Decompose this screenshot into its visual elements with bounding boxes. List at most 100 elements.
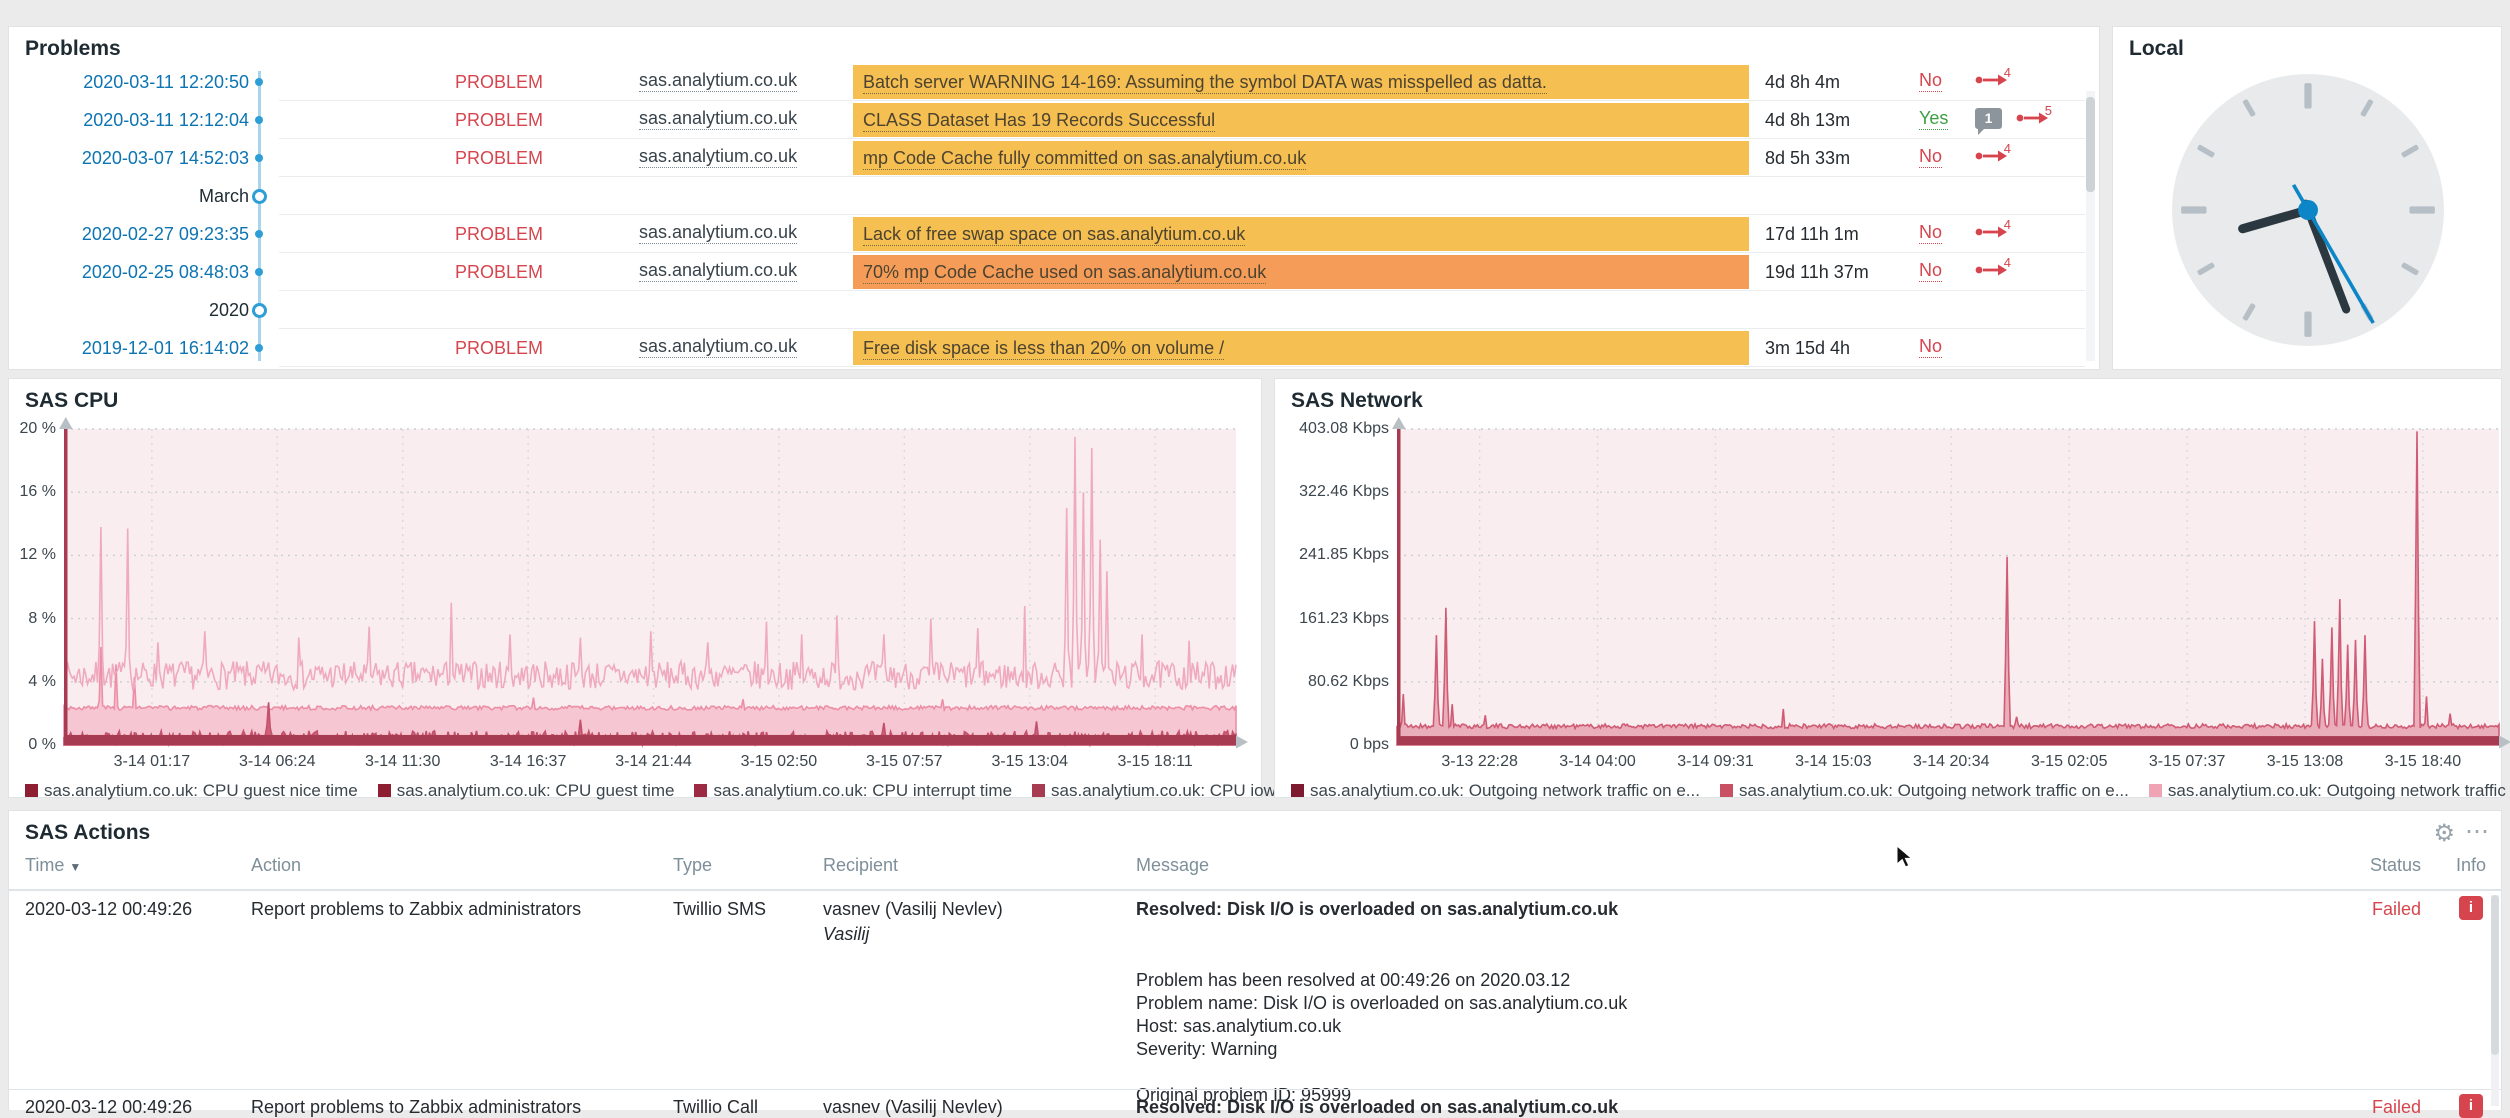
network-chart-title: SAS Network xyxy=(1291,389,1423,413)
action-name: Report problems to Zabbix administrators xyxy=(251,899,581,920)
y-axis-tick-label: 16 % xyxy=(0,483,56,501)
problems-scrollbar[interactable] xyxy=(2086,91,2095,361)
network-chart-panel: SAS Network 403.08 Kbps322.46 Kbps241.85… xyxy=(1274,378,2502,798)
legend-item: sas.analytium.co.uk: CPU guest time xyxy=(378,781,675,801)
action-recipient: vasnev (Vasilij Nevlev) xyxy=(823,1097,1003,1118)
legend-item: sas.analytium.co.uk: CPU guest nice time xyxy=(25,781,358,801)
actions-scrollbar-thumb[interactable] xyxy=(2491,895,2499,1055)
problem-message-link[interactable]: CLASS Dataset Has 19 Records Successful xyxy=(853,103,1749,137)
column-header-message: Message xyxy=(1136,855,1209,876)
actions-panel: SAS Actions ⚙ ⋯ Time ▼ Action Type Recip… xyxy=(8,810,2502,1110)
x-axis-tick-label: 3-15 02:50 xyxy=(724,753,834,771)
timeline-marker-label: March xyxy=(9,177,249,215)
legend-item: sas.analytium.co.uk: Outgoing network tr… xyxy=(2149,781,2510,801)
clock-panel-title: Local xyxy=(2129,37,2184,61)
problem-status[interactable]: PROBLEM xyxy=(429,63,569,101)
timeline-dot xyxy=(255,78,263,86)
problem-host-link[interactable]: sas.analytium.co.uk xyxy=(639,70,797,91)
problem-status[interactable]: PROBLEM xyxy=(429,139,569,177)
column-header-action[interactable]: Action xyxy=(251,855,301,876)
action-message-line: Host: sas.analytium.co.uk xyxy=(1136,1015,2316,1038)
y-axis-tick-label: 0 % xyxy=(0,736,56,754)
problem-message-link[interactable]: 70% mp Code Cache used on sas.analytium.… xyxy=(853,255,1749,289)
clock-center-dot xyxy=(2298,200,2318,220)
problem-time-link[interactable]: 2020-02-25 08:48:03 xyxy=(9,253,249,291)
problem-ack-link[interactable]: No xyxy=(1919,222,1942,243)
column-header-time[interactable]: Time ▼ xyxy=(25,855,81,876)
problem-row: 2020-02-27 09:23:35 PROBLEM sas.analytium.… xyxy=(9,215,2085,253)
problem-ack-link[interactable]: No xyxy=(1919,260,1942,281)
problem-duration: 17d 11h 1m xyxy=(1765,215,1925,253)
problem-time-link[interactable]: 2019-12-01 16:14:02 xyxy=(9,329,249,367)
problem-status[interactable]: PROBLEM xyxy=(429,253,569,291)
problem-time-link[interactable]: 2020-03-07 14:52:03 xyxy=(9,139,249,177)
problem-host-link[interactable]: sas.analytium.co.uk xyxy=(639,146,797,167)
problem-actions-icon[interactable]: 4 xyxy=(1975,219,2009,245)
x-axis-tick-label: 3-15 18:11 xyxy=(1100,753,1210,771)
problem-message-link[interactable]: Lack of free swap space on sas.analytium… xyxy=(853,217,1749,251)
timeline-dot xyxy=(255,344,263,352)
problem-time-link[interactable]: 2020-03-11 12:12:04 xyxy=(9,101,249,139)
problem-ack-link[interactable]: No xyxy=(1919,70,1942,91)
sort-desc-icon: ▼ xyxy=(69,860,81,874)
x-axis-tick-label: 3-15 02:05 xyxy=(2014,753,2124,771)
y-axis-tick-label: 161.23 Kbps xyxy=(1277,610,1389,628)
action-message-line xyxy=(1136,1061,2316,1084)
gear-icon[interactable]: ⚙ xyxy=(2433,819,2455,848)
problem-status[interactable]: PROBLEM xyxy=(429,101,569,139)
problem-message-link[interactable]: Batch server WARNING 14-169: Assuming th… xyxy=(853,65,1749,99)
column-header-type: Type xyxy=(673,855,712,876)
legend-item: sas.analytium.co.uk: CPU interrupt time xyxy=(694,781,1012,801)
problem-ack-link[interactable]: No xyxy=(1919,146,1942,167)
action-recipient: vasnev (Vasilij Nevlev)Vasilij xyxy=(823,899,1003,945)
problem-host-link[interactable]: sas.analytium.co.uk xyxy=(639,222,797,243)
action-message-line: Problem has been resolved at 00:49:26 on… xyxy=(1136,969,2316,992)
action-recipient-alias: Vasilij xyxy=(823,924,1003,945)
y-axis-tick-label: 80.62 Kbps xyxy=(1277,673,1389,691)
timeline-dot xyxy=(255,230,263,238)
problem-message-link[interactable]: Free disk space is less than 20% on volu… xyxy=(853,331,1749,365)
cpu-chart-panel: SAS CPU 20 %16 %12 %8 %4 %0 %3-14 01:173… xyxy=(8,378,1262,798)
network-plot[interactable] xyxy=(1397,417,2510,751)
problem-time-link[interactable]: 2020-02-27 09:23:35 xyxy=(9,215,249,253)
timeline-marker-row: 2020 xyxy=(9,291,2085,329)
problem-host-link[interactable]: sas.analytium.co.uk xyxy=(639,260,797,281)
x-axis-tick-label: 3-15 13:04 xyxy=(975,753,1085,771)
problem-actions-icon[interactable]: 4 xyxy=(1975,67,2009,93)
cpu-plot[interactable] xyxy=(64,417,1250,751)
header-divider xyxy=(9,889,2501,891)
problems-scrollbar-thumb[interactable] xyxy=(2086,97,2095,192)
x-axis-tick-label: 3-13 22:28 xyxy=(1425,753,1535,771)
action-status: Failed xyxy=(2321,899,2421,920)
timeline-dot xyxy=(255,154,263,162)
x-axis-tick-label: 3-15 13:08 xyxy=(2250,753,2360,771)
y-axis-tick-label: 12 % xyxy=(0,546,56,564)
action-time: 2020-03-12 00:49:26 xyxy=(25,1097,192,1118)
problem-time-link[interactable]: 2020-03-11 12:20:50 xyxy=(9,63,249,101)
problem-actions-icon[interactable]: 4 xyxy=(1975,143,2009,169)
problem-message-link[interactable]: mp Code Cache fully committed on sas.ana… xyxy=(853,141,1749,175)
problem-row: 2019-12-01 16:14:02 PROBLEM sas.analytium.… xyxy=(9,329,2085,367)
problem-actions-icon[interactable]: 5 xyxy=(2016,105,2050,131)
problem-actions-icon[interactable]: 4 xyxy=(1975,257,2009,283)
x-axis-tick-label: 3-14 21:44 xyxy=(599,753,709,771)
problem-host-link[interactable]: sas.analytium.co.uk xyxy=(639,336,797,357)
legend-swatch xyxy=(1032,784,1045,797)
problem-status[interactable]: PROBLEM xyxy=(429,329,569,367)
problem-row: 2020-03-07 14:52:03 PROBLEM sas.analytium.… xyxy=(9,139,2085,177)
problem-duration: 3m 15d 4h xyxy=(1765,329,1925,367)
problem-ack-link[interactable]: No xyxy=(1919,336,1942,357)
column-header-info: Info xyxy=(2441,855,2501,876)
x-axis-tick-label: 3-15 07:57 xyxy=(849,753,959,771)
chart-legend: sas.analytium.co.uk: Outgoing network tr… xyxy=(1291,781,2510,801)
legend-item: sas.analytium.co.uk: Outgoing network tr… xyxy=(1720,781,2129,801)
message-count-badge[interactable]: 1 xyxy=(1975,108,2002,129)
problem-ack-link[interactable]: Yes xyxy=(1919,108,1948,129)
more-options-icon[interactable]: ⋯ xyxy=(2465,817,2491,846)
timeline-marker-circle xyxy=(252,303,267,318)
problem-status[interactable]: PROBLEM xyxy=(429,215,569,253)
problem-host-link[interactable]: sas.analytium.co.uk xyxy=(639,108,797,129)
action-status: Failed xyxy=(2321,1097,2421,1118)
y-axis-tick-label: 8 % xyxy=(0,610,56,628)
actions-scrollbar[interactable] xyxy=(2491,895,2499,1106)
